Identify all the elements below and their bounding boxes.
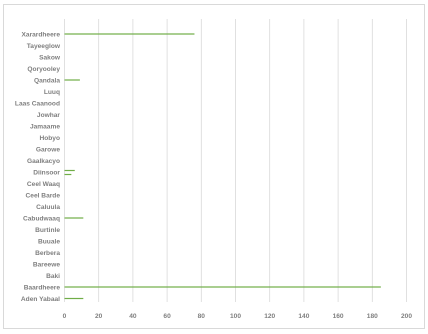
category-label: Luuq	[44, 89, 60, 96]
x-tick-label: 80	[198, 313, 206, 320]
x-tick-label: 100	[230, 313, 241, 320]
category-label: Baardheere	[24, 284, 61, 291]
category-label: Hobyo	[39, 135, 60, 142]
bar	[64, 169, 75, 172]
gridlines	[64, 19, 407, 302]
x-axis-ticks: 0 20 40 60 80 100 120 140 160 180 200	[63, 313, 413, 320]
category-label: Burtinle	[35, 227, 60, 234]
category-label: Qoryooley	[27, 66, 60, 73]
chart-frame	[3, 4, 425, 329]
category-label: Tayeeglow	[27, 43, 61, 50]
category-label: Bareewe	[33, 261, 60, 268]
category-label: Garowe	[36, 146, 61, 153]
bar	[64, 33, 195, 35]
x-tick-label: 140	[298, 313, 309, 320]
category-label: Caluula	[36, 204, 60, 211]
bar	[64, 79, 80, 81]
x-tick-label: 200	[401, 313, 412, 320]
bar	[64, 297, 84, 300]
x-tick-label: 120	[264, 313, 275, 320]
category-label: Jowhar	[37, 112, 61, 119]
category-label: Ceel Barde	[26, 192, 61, 199]
category-label: Berbera	[35, 250, 60, 257]
x-tick-label: 20	[95, 313, 103, 320]
category-label: Aden Yabaal	[21, 296, 60, 303]
x-tick-label: 40	[129, 313, 137, 320]
x-tick-label: 0	[63, 313, 67, 320]
category-label: Jamaame	[30, 123, 60, 130]
y-axis-categories: Xarardheere Tayeeglow Sakow Qoryooley Qandal…	[15, 31, 61, 303]
category-label: Diinsoor	[33, 169, 60, 176]
category-label: Sakow	[39, 54, 61, 61]
category-label: Cabudwaaq	[23, 215, 60, 222]
bars	[64, 33, 381, 300]
category-label: Baki	[46, 273, 60, 280]
x-tick-label: 180	[367, 313, 378, 320]
category-label: Qandala	[34, 77, 60, 84]
bar	[64, 286, 381, 288]
bar	[64, 217, 84, 219]
category-label: Gaalkacyo	[27, 158, 60, 165]
x-tick-label: 60	[163, 313, 171, 320]
category-label: Xarardheere	[22, 31, 61, 38]
category-label: Ceel Waaq	[27, 181, 60, 188]
x-tick-label: 160	[333, 313, 344, 320]
category-label: Laas Caanood	[15, 100, 60, 107]
category-label: Buuale	[38, 238, 60, 245]
bar	[64, 173, 72, 176]
